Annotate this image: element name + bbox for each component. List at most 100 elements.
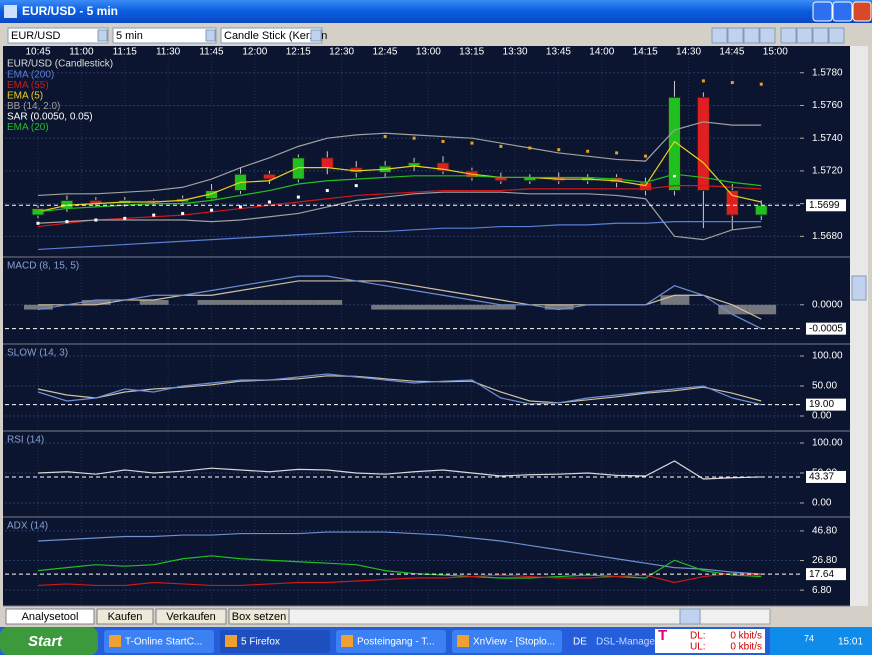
tab-label: Analysetool bbox=[22, 611, 79, 623]
h-scroll-thumb[interactable] bbox=[679, 608, 701, 625]
close-button[interactable] bbox=[852, 1, 872, 22]
tray-signal: 74 bbox=[804, 633, 814, 643]
sar-dot bbox=[152, 213, 156, 217]
y-tick-label: 100.00 bbox=[812, 438, 843, 449]
histogram-bar bbox=[400, 304, 429, 310]
time-label: 13:45 bbox=[546, 47, 571, 58]
candle-body bbox=[725, 190, 739, 216]
minimize-button[interactable] bbox=[812, 1, 833, 22]
series-line bbox=[37, 221, 762, 251]
task-button[interactable] bbox=[336, 630, 446, 653]
sar-dot bbox=[615, 151, 619, 155]
y-tick-label: 1.5720 bbox=[812, 166, 843, 177]
task-button[interactable] bbox=[220, 630, 330, 653]
series-line bbox=[37, 140, 762, 213]
task-button[interactable] bbox=[104, 630, 214, 653]
time-label: 14:00 bbox=[589, 47, 614, 58]
y-tick-label: 46.80 bbox=[812, 526, 837, 537]
sar-dot bbox=[354, 184, 358, 188]
y-tick-label: 1.5740 bbox=[812, 133, 843, 144]
legend-entry: SAR (0.0050, 0.05) bbox=[7, 112, 93, 123]
sar-dot bbox=[65, 220, 69, 224]
sar-dot bbox=[701, 79, 705, 83]
y-tick-label: 0.00 bbox=[812, 498, 832, 509]
sar-dot bbox=[325, 189, 329, 193]
histogram-bar bbox=[486, 304, 516, 310]
sar-dot bbox=[441, 139, 445, 143]
ul-rate: 0 kbit/s bbox=[730, 642, 762, 653]
chart-style: Candle Stick (Kerzen bbox=[224, 30, 327, 42]
y-tick-label: 6.80 bbox=[812, 585, 832, 596]
histogram-bar bbox=[371, 304, 401, 310]
sar-dot bbox=[499, 144, 503, 148]
style-select[interactable] bbox=[220, 27, 323, 44]
series-line-lower bbox=[37, 191, 762, 241]
sar-dot bbox=[412, 136, 416, 140]
histogram-bar bbox=[718, 304, 748, 315]
toolbar-icons[interactable] bbox=[97, 27, 845, 44]
maximize-button[interactable] bbox=[832, 1, 853, 22]
time-label: 11:45 bbox=[199, 47, 224, 58]
task-icon bbox=[109, 635, 121, 647]
sar-dot bbox=[94, 218, 98, 222]
task-label: 5 Firefox bbox=[241, 637, 280, 648]
legend-entry: BB (14, 2.0) bbox=[7, 101, 60, 112]
time-label: 13:30 bbox=[503, 47, 528, 58]
language: DE bbox=[573, 637, 587, 648]
histogram-bar bbox=[197, 300, 227, 305]
panel-title: MACD (8, 15, 5) bbox=[7, 261, 79, 272]
current-value-box bbox=[806, 398, 846, 411]
series-line bbox=[37, 555, 762, 579]
symbol: EUR/USD bbox=[11, 30, 61, 42]
interval-select[interactable] bbox=[112, 27, 217, 44]
candle-body bbox=[291, 157, 305, 180]
tab[interactable] bbox=[5, 608, 95, 625]
tab[interactable] bbox=[228, 608, 290, 625]
legend-entry: EMA (5) bbox=[7, 91, 43, 102]
tab[interactable] bbox=[96, 608, 154, 625]
current-value-label: 17.64 bbox=[809, 569, 834, 580]
sar-dot bbox=[586, 149, 590, 153]
time-label: 15:00 bbox=[763, 47, 788, 58]
interval: 5 min bbox=[116, 30, 143, 42]
v-scroll-thumb[interactable] bbox=[851, 275, 867, 301]
time-label: 14:30 bbox=[676, 47, 701, 58]
histogram-bar bbox=[284, 300, 314, 305]
time-label: 10:45 bbox=[25, 47, 50, 58]
histogram-bar bbox=[313, 300, 343, 305]
clock: 15:01 bbox=[838, 637, 863, 648]
histogram-bar bbox=[544, 304, 574, 310]
dl-label: DL: bbox=[690, 631, 706, 642]
legend-entry: EMA (55) bbox=[7, 80, 49, 91]
dsl-manager: DSL-Manager bbox=[596, 637, 659, 648]
candle-body bbox=[436, 162, 450, 172]
current-value-box bbox=[806, 322, 846, 335]
v-scrollbar[interactable] bbox=[850, 46, 868, 606]
current-value-box bbox=[806, 199, 846, 212]
y-tick-label: 26.80 bbox=[812, 555, 837, 566]
current-value-label: 1.5699 bbox=[809, 200, 840, 211]
ul-label: UL: bbox=[690, 642, 706, 653]
y-tick-label: 100.00 bbox=[812, 351, 843, 362]
histogram-bar bbox=[226, 300, 256, 305]
sar-dot bbox=[36, 221, 40, 225]
time-label: 11:00 bbox=[69, 47, 94, 58]
current-value-label: 19.00 bbox=[809, 399, 834, 410]
candle-body bbox=[696, 96, 710, 192]
start-button[interactable] bbox=[0, 627, 98, 655]
sar-dot bbox=[123, 216, 127, 220]
sar-dot bbox=[644, 154, 648, 158]
time-label: 12:00 bbox=[242, 47, 267, 58]
panel-title: SLOW (14, 3) bbox=[7, 348, 68, 359]
tray bbox=[770, 627, 872, 655]
symbol-select[interactable] bbox=[7, 27, 109, 44]
histogram-bar bbox=[429, 304, 458, 310]
task-button[interactable] bbox=[452, 630, 562, 653]
series-line bbox=[37, 460, 762, 480]
t-logo: T bbox=[658, 627, 667, 644]
sar-dot bbox=[470, 141, 474, 145]
task-icon bbox=[341, 635, 353, 647]
tab[interactable] bbox=[155, 608, 227, 625]
time-label: 13:15 bbox=[459, 47, 484, 58]
